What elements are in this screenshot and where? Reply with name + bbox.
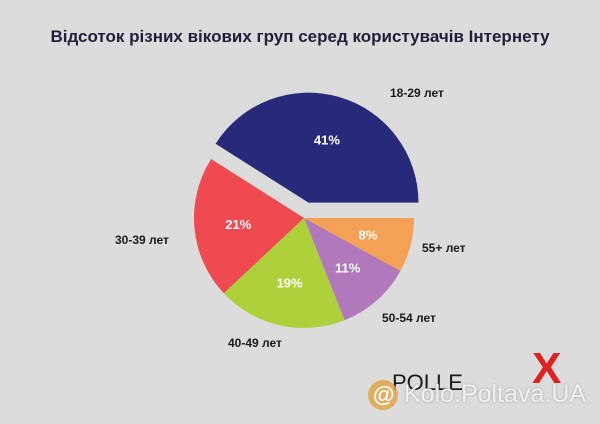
at-icon: [368, 380, 398, 410]
brand-name: POLLE: [392, 370, 463, 395]
slice-percent-label: 19%: [277, 275, 303, 290]
pie-slice-50-54-: [304, 218, 401, 321]
slice-percent-label: 21%: [225, 217, 251, 232]
slice-percent-label: 11%: [335, 261, 361, 276]
pie-slice-55+-: [304, 218, 414, 271]
slice-percent-label: 41%: [314, 132, 340, 147]
watermark-text: Kolo.Poltava.UA: [404, 380, 587, 408]
pie-slice-30-39-: [194, 159, 304, 294]
watermark-symbol: @: [373, 382, 395, 407]
category-label: 40-49 лет: [228, 336, 282, 350]
brand-mark: X: [532, 344, 562, 393]
watermark: @ Kolo.Poltava.UA: [368, 378, 598, 418]
category-label: 18-29 лет: [390, 86, 444, 100]
category-label: 50-54 лет: [382, 311, 436, 325]
category-label: 30-39 лет: [115, 233, 169, 247]
pie-slice-18-29-: [215, 92, 419, 203]
category-label: 55+ лет: [422, 241, 466, 255]
chart-title: Відсоток різних вікових груп серед корис…: [50, 27, 550, 46]
slice-percent-label: 8%: [359, 227, 378, 242]
pie-slice-40-49-: [223, 218, 345, 328]
